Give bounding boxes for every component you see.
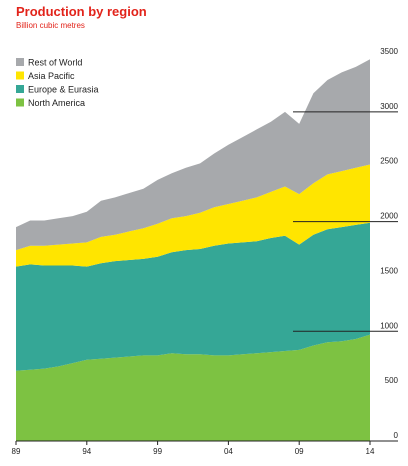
x-tick-label: 94: [82, 447, 91, 456]
chart-title: Production by region: [16, 4, 147, 19]
y-tick-label: 1000: [380, 321, 398, 330]
area-north-america: [16, 334, 370, 441]
axes: 0 500 1000 1500 2000 2500 3000 3500 89 94 99 04 09 14: [12, 47, 399, 456]
legend: Rest of World Asia Pacific Europe & Eurasi…: [16, 58, 99, 108]
legend-swatch-asia-pacific: [16, 71, 24, 80]
legend-label-rest-of-world: Rest of World: [28, 58, 82, 68]
area-series: [16, 59, 370, 441]
legend-swatch-north-america: [16, 98, 24, 107]
legend-swatch-rest-of-world: [16, 58, 24, 66]
y-tick-label: 1500: [380, 266, 398, 275]
gridlines: [293, 111, 398, 332]
x-tick-label: 99: [153, 447, 162, 456]
y-tick-label: 0: [394, 431, 399, 440]
y-tick-label: 500: [385, 376, 399, 385]
legend-label-europe-eurasia: Europe & Eurasia: [28, 85, 99, 95]
y-tick-label: 3500: [380, 47, 398, 56]
area-asia-pacific: [16, 164, 370, 267]
x-tick-label: 09: [295, 447, 304, 456]
legend-label-asia-pacific: Asia Pacific: [28, 71, 75, 81]
x-tick-label: 04: [224, 447, 233, 456]
legend-swatch-europe-eurasia: [16, 85, 24, 93]
x-tick-label: 89: [12, 447, 21, 456]
chart-subtitle: Billion cubic metres: [16, 21, 85, 30]
y-tick-label: 2000: [380, 212, 398, 221]
legend-label-north-america: North America: [28, 98, 85, 108]
y-tick-label: 3000: [380, 102, 398, 111]
area-rest-of-world: [16, 59, 370, 251]
area-europe-eurasia: [16, 222, 370, 371]
x-tick-label: 14: [366, 447, 375, 456]
y-tick-label: 2500: [380, 157, 398, 166]
